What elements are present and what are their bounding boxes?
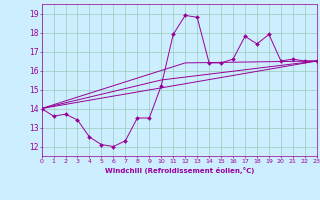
X-axis label: Windchill (Refroidissement éolien,°C): Windchill (Refroidissement éolien,°C) (105, 167, 254, 174)
